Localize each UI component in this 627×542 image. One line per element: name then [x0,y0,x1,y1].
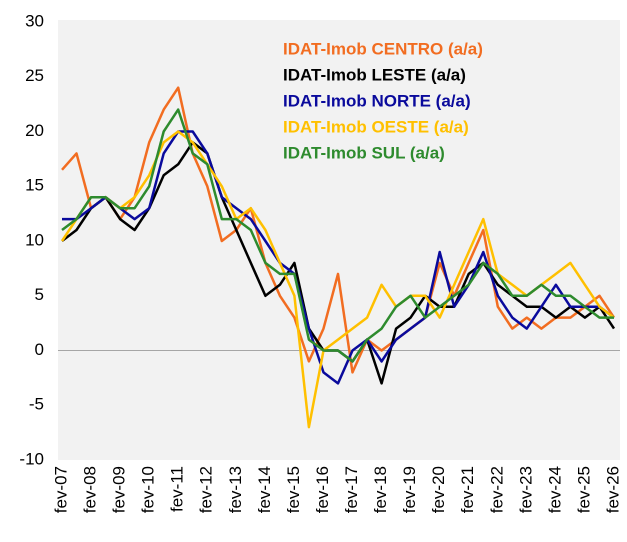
plot-area [58,20,620,460]
x-tick-label: fev-10 [139,466,158,513]
series-line [62,130,615,385]
x-tick-label: fev-08 [81,466,100,513]
legend-entry: IDAT-Imob SUL (a/a) [283,143,445,162]
series-line [61,108,614,363]
x-tick-label: fev-18 [371,466,390,513]
x-tick-label: fev-26 [603,466,622,513]
x-tick-label: fev-11 [168,466,187,512]
x-tick-label: fev-19 [400,466,419,513]
y-tick-label: 10 [25,230,44,249]
legend-entry: IDAT-Imob OESTE (a/a) [283,117,469,136]
y-tick-label: -5 [29,395,44,414]
x-tick-label: fev-15 [284,466,303,513]
legend-entry: IDAT-Imob LESTE (a/a) [283,65,466,84]
x-tick-label: fev-09 [110,466,129,513]
series-line [61,86,616,374]
x-tick-label: fev-16 [313,466,332,513]
x-tick-label: fev-20 [429,466,448,513]
x-tick-label: fev-24 [545,466,564,513]
y-tick-label: 20 [25,121,44,140]
legend-entry: IDAT-Imob CENTRO (a/a) [283,39,483,58]
y-tick-label: -10 [19,449,44,468]
x-tick-label: fev-21 [458,466,477,513]
y-tick-label: 30 [25,11,44,30]
y-tick-label: 15 [25,176,44,195]
x-tick-label: fev-23 [516,466,535,513]
y-tick-label: 25 [25,66,44,85]
x-tick-label: fev-13 [226,466,245,513]
legend-entry: IDAT-Imob NORTE (a/a) [283,91,471,110]
y-tick-label: 0 [35,340,44,359]
x-tick-label: fev-22 [487,466,506,513]
x-tick-label: fev-17 [342,466,361,513]
x-tick-label: fev-12 [197,466,216,513]
x-tick-label: fev-07 [51,466,70,513]
x-tick-label: fev-14 [255,466,274,513]
x-tick-label: fev-25 [574,466,593,513]
y-tick-label: 5 [35,285,44,304]
